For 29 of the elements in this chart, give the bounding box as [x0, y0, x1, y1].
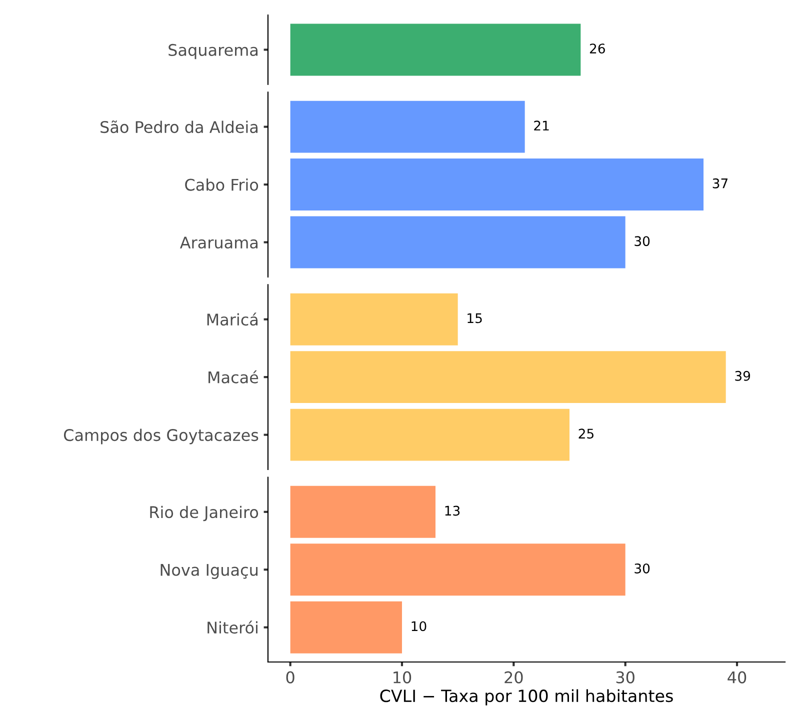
y-tick-label: Maricá [207, 312, 258, 326]
data-label: 30 [634, 236, 650, 246]
data-label: 13 [445, 506, 460, 516]
bar [290, 544, 626, 596]
y-tick-label: São Pedro da Aldeia [100, 120, 258, 134]
y-tick-label: Campos dos Goytacazes [64, 428, 258, 444]
data-label: 30 [634, 563, 650, 574]
x-tick-label: 40 [728, 671, 746, 684]
x-tick-label: 0 [286, 671, 294, 684]
x-tick-label: 10 [394, 671, 412, 684]
data-label: 15 [468, 313, 482, 324]
x-tick-label: 20 [504, 671, 523, 684]
data-label: 37 [712, 178, 728, 188]
data-label: 21 [534, 120, 549, 130]
y-tick-label: Nova Iguaçu [160, 564, 258, 580]
data-label: 39 [735, 370, 750, 381]
y-tick-label: Araruama [180, 236, 258, 249]
y-tick-label: Cabo Frio [185, 178, 258, 191]
y-tick-label: Rio de Janeiro [150, 506, 258, 522]
x-axis-title: CVLI − Taxa por 100 mil habitantes [380, 689, 673, 706]
data-label: 26 [590, 44, 605, 54]
bar [290, 601, 402, 654]
y-tick-label: Niterói [208, 620, 258, 634]
data-label: 10 [412, 621, 426, 632]
y-tick-label: Saquarema [168, 44, 258, 60]
y-tick-label: Macaé [208, 370, 258, 384]
data-label: 25 [578, 428, 594, 439]
bar [290, 486, 436, 538]
x-tick-label: 30 [616, 671, 634, 684]
